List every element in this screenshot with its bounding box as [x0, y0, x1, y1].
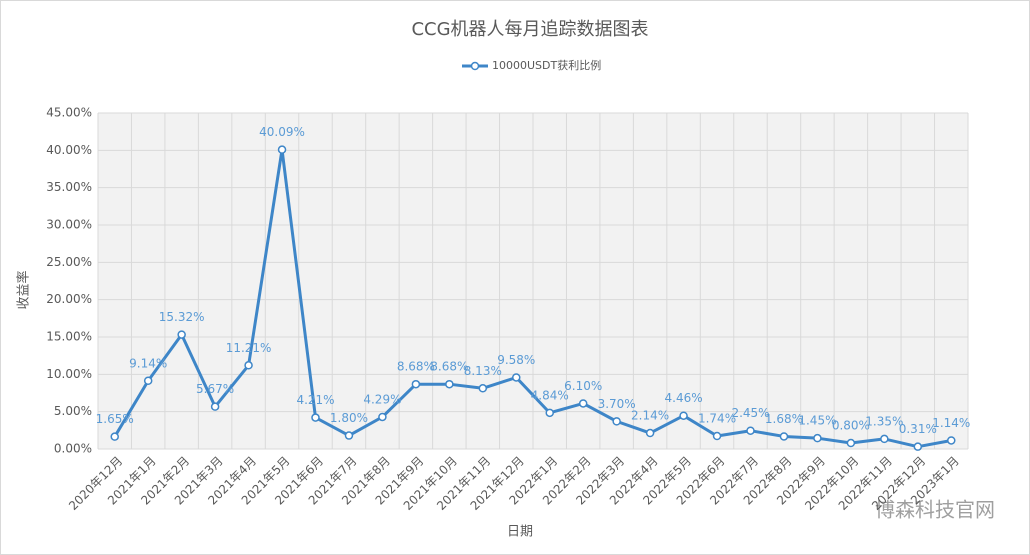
y-tick-label: 20.00%	[46, 292, 92, 306]
chart-title: CCG机器人每月追踪数据图表	[411, 19, 648, 40]
point	[880, 434, 889, 444]
point	[846, 438, 856, 448]
point	[177, 330, 186, 339]
data-label: 9.14%	[129, 356, 167, 370]
data-label: 4.29%	[363, 392, 401, 406]
data-label: 2.45%	[731, 406, 769, 420]
point	[746, 426, 755, 435]
y-axis-title: 收益率	[16, 270, 32, 309]
point	[612, 417, 621, 426]
point	[712, 431, 722, 441]
y-tick-label: 45.00%	[46, 106, 92, 120]
point	[545, 408, 554, 418]
point	[244, 361, 253, 370]
data-label: 1.68%	[765, 412, 803, 426]
data-label: 8.68%	[397, 360, 435, 374]
data-label: 1.65%	[96, 412, 134, 426]
data-label: 3.70%	[598, 397, 636, 411]
point	[578, 399, 588, 408]
data-label: 4.21%	[296, 393, 334, 407]
point	[411, 379, 421, 389]
data-label: 8.68%	[430, 360, 468, 374]
data-label: 6.10%	[564, 379, 602, 393]
data-label: 1.80%	[330, 411, 368, 425]
data-label: 1.45%	[798, 414, 836, 428]
point	[311, 413, 320, 422]
point	[445, 379, 454, 389]
y-tick-label: 40.00%	[46, 143, 92, 157]
data-label: 0.31%	[899, 422, 937, 436]
point	[679, 411, 688, 420]
legend-label: 10000USDT获利比例	[492, 58, 601, 72]
point	[813, 433, 822, 443]
data-label: 0.80%	[832, 419, 870, 433]
point	[512, 373, 521, 382]
data-label: 4.84%	[531, 388, 569, 402]
data-label: 4.46%	[665, 391, 703, 405]
data-label: 8.13%	[464, 364, 502, 378]
data-label: 40.09%	[259, 125, 305, 139]
data-label: 11.21%	[226, 341, 272, 355]
x-axis-title: 日期	[507, 525, 533, 540]
point	[344, 431, 354, 440]
y-tick-label: 0.00%	[54, 442, 92, 456]
y-tick-label: 5.00%	[54, 404, 92, 418]
point	[645, 428, 655, 438]
y-tick-label: 35.00%	[46, 180, 92, 194]
y-tick-label: 25.00%	[46, 255, 92, 269]
point	[210, 402, 220, 411]
point	[378, 412, 387, 422]
y-tick-label: 30.00%	[46, 218, 92, 232]
data-label: 1.14%	[932, 416, 970, 430]
data-label: 1.74%	[698, 412, 736, 426]
point	[478, 384, 488, 393]
data-label: 5.67%	[196, 382, 234, 396]
point	[913, 442, 923, 451]
watermark: 博森科技官网	[875, 498, 995, 522]
legend-marker	[470, 61, 480, 71]
point	[110, 432, 119, 441]
point	[277, 145, 287, 154]
point	[143, 376, 153, 386]
data-label: 2.14%	[631, 409, 669, 423]
data-label: 1.35%	[865, 414, 903, 428]
y-tick-label: 10.00%	[46, 367, 92, 381]
series-line	[113, 148, 952, 449]
data-label: 15.32%	[159, 310, 205, 324]
point	[947, 436, 956, 445]
y-tick-label: 15.00%	[46, 330, 92, 344]
data-label: 9.58%	[497, 353, 535, 367]
point	[779, 432, 789, 441]
